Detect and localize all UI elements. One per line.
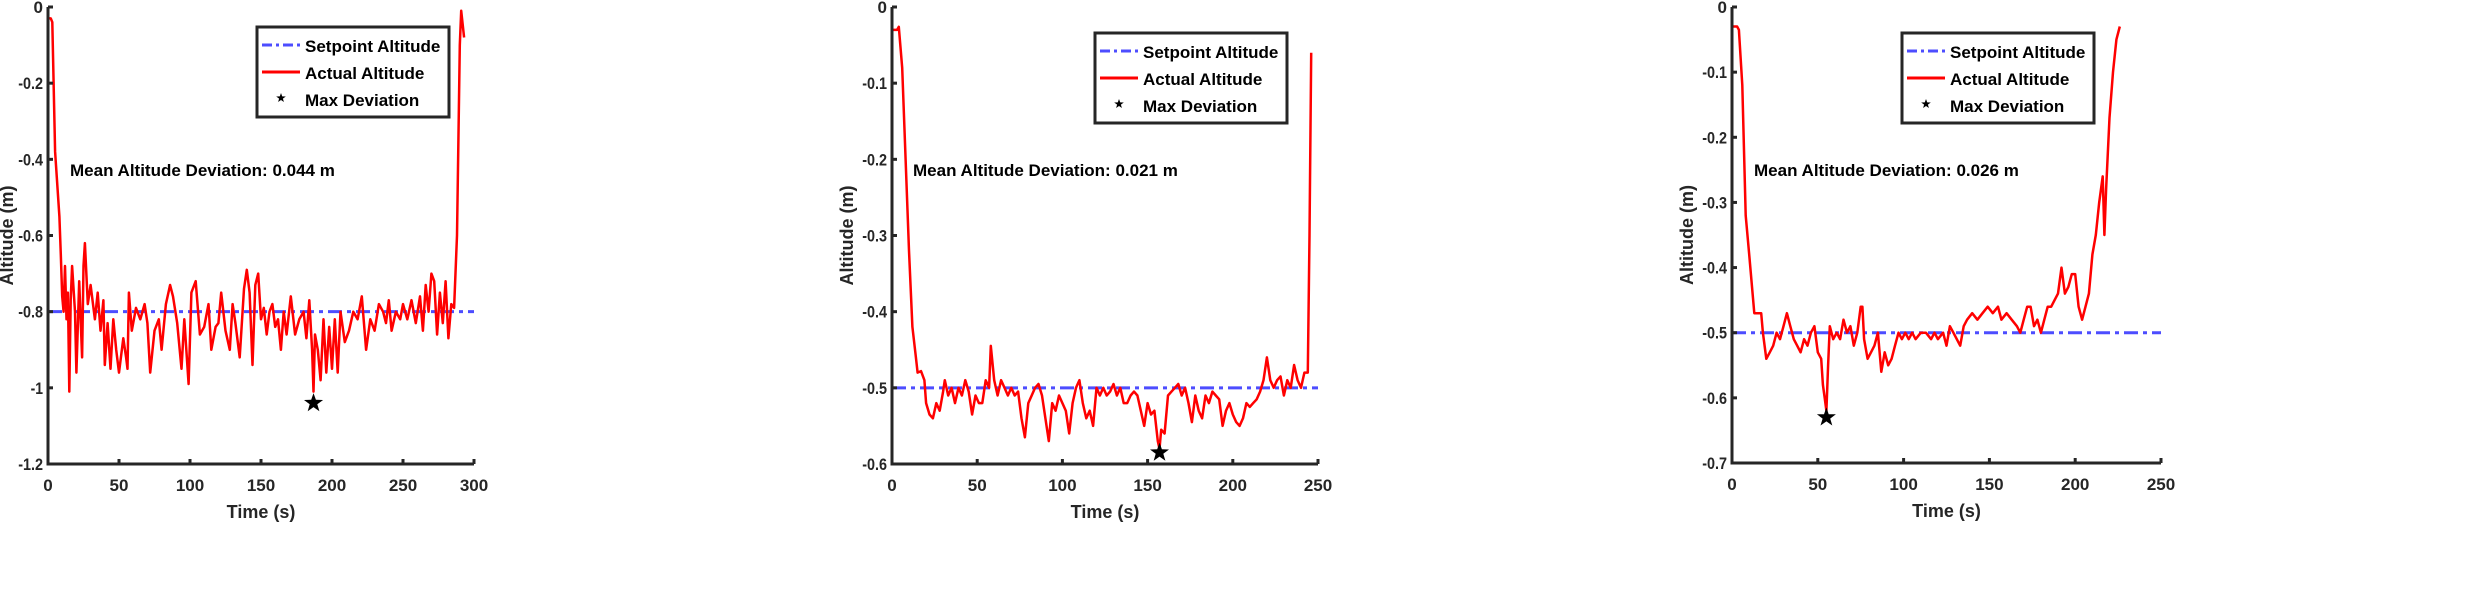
y-tick-label: -0.5 (1702, 324, 1727, 343)
max-deviation-marker (1150, 442, 1169, 461)
x-tick-label: 300 (460, 476, 488, 495)
legend-label: Actual Altitude (1143, 70, 1262, 89)
x-tick-label: 100 (1889, 475, 1917, 494)
legend-star-icon (1921, 99, 1931, 108)
legend: Setpoint Altitude Actual Altitude Max Devi… (1900, 31, 2096, 125)
y-tick-label: -0.6 (18, 227, 43, 246)
x-tick-label: 50 (1808, 475, 1827, 494)
y-tick-label: -0.8 (18, 303, 43, 322)
legend: Setpoint Altitude Actual Altitude Max Devi… (255, 25, 451, 119)
legend-label: Max Deviation (1950, 97, 2064, 116)
y-tick-label: -0.4 (862, 303, 887, 322)
legend-label: Actual Altitude (1950, 70, 2069, 89)
y-tick-label: -0.3 (862, 227, 887, 246)
y-tick-label: -1.2 (18, 455, 43, 474)
y-tick-label: 0 (34, 0, 43, 17)
subplot-1: 0 50 100 150 200 250 300 -1.2 -1 -0.8 -0.6 -0.4 -0.2… (0, 0, 488, 522)
legend-label: Setpoint Altitude (1950, 43, 2085, 62)
x-tick-label: 0 (43, 476, 52, 495)
y-tick-label: -0.1 (1702, 63, 1727, 82)
legend-label: Max Deviation (305, 91, 419, 110)
x-tick-label: 0 (887, 476, 896, 495)
y-tick-label: 0 (1718, 0, 1727, 17)
legend-label: Setpoint Altitude (1143, 43, 1278, 62)
y-tick-label: -0.4 (18, 150, 43, 169)
x-tick-label: 100 (1048, 476, 1076, 495)
y-axis-label: Altitude (m) (1677, 185, 1697, 285)
y-tick-label: -0.3 (1702, 193, 1727, 212)
x-tick-label: 50 (968, 476, 987, 495)
y-tick-label: -1 (31, 379, 43, 398)
x-tick-label: 200 (2061, 475, 2089, 494)
x-tick-label: 0 (1727, 475, 1736, 494)
x-axis-label: Time (s) (227, 502, 296, 522)
subplot-3: 0 50 100 150 200 250 -0.7 -0.6 -0.5 -0.4 -0.3 -0.2 -… (1677, 0, 2175, 521)
y-axis-label: Altitude (m) (837, 186, 857, 286)
y-tick-label: -0.2 (1702, 128, 1727, 147)
y-tick-label: -0.6 (1702, 389, 1727, 408)
mean-deviation-annotation: Mean Altitude Deviation: 0.026 m (1754, 161, 2019, 180)
x-tick-label: 250 (2147, 475, 2175, 494)
y-tick-label: -0.2 (862, 150, 887, 169)
y-tick-label: -0.4 (1702, 259, 1727, 278)
x-tick-label: 50 (110, 476, 129, 495)
actual-altitude-line (48, 9, 466, 393)
y-tick-label: -0.2 (18, 74, 43, 93)
y-axis-label: Altitude (m) (0, 186, 17, 286)
mean-deviation-annotation: Mean Altitude Deviation: 0.044 m (70, 161, 335, 180)
y-tick-label: -0.5 (862, 379, 887, 398)
actual-altitude-line (892, 25, 1313, 451)
subplot-2: 0 50 100 150 200 250 -0.6 -0.5 -0.4 -0.3 -0.2 -0.1 0… (837, 0, 1332, 522)
y-tick-label: 0 (878, 0, 887, 17)
x-axis-label: Time (s) (1912, 501, 1981, 521)
x-tick-label: 150 (1133, 476, 1161, 495)
legend: Setpoint Altitude Actual Altitude Max Devi… (1093, 31, 1289, 125)
y-tick-label: -0.1 (862, 74, 887, 93)
legend-star-icon (1114, 99, 1124, 108)
x-tick-label: 100 (176, 476, 204, 495)
x-tick-label: 250 (389, 476, 417, 495)
mean-deviation-annotation: Mean Altitude Deviation: 0.021 m (913, 161, 1178, 180)
x-tick-label: 250 (1304, 476, 1332, 495)
max-deviation-marker (304, 393, 324, 412)
x-tick-label: 150 (1975, 475, 2003, 494)
legend-label: Max Deviation (1143, 97, 1257, 116)
x-tick-label: 200 (1219, 476, 1247, 495)
x-axis-label: Time (s) (1071, 502, 1140, 522)
legend-label: Actual Altitude (305, 64, 424, 83)
max-deviation-marker (1816, 407, 1836, 426)
legend-label: Setpoint Altitude (305, 37, 440, 56)
x-tick-label: 200 (318, 476, 346, 495)
legend-star-icon (276, 93, 286, 102)
y-tick-label: -0.6 (862, 455, 887, 474)
y-tick-label: -0.7 (1702, 454, 1727, 473)
x-tick-label: 150 (247, 476, 275, 495)
actual-altitude-line (1732, 25, 2122, 413)
